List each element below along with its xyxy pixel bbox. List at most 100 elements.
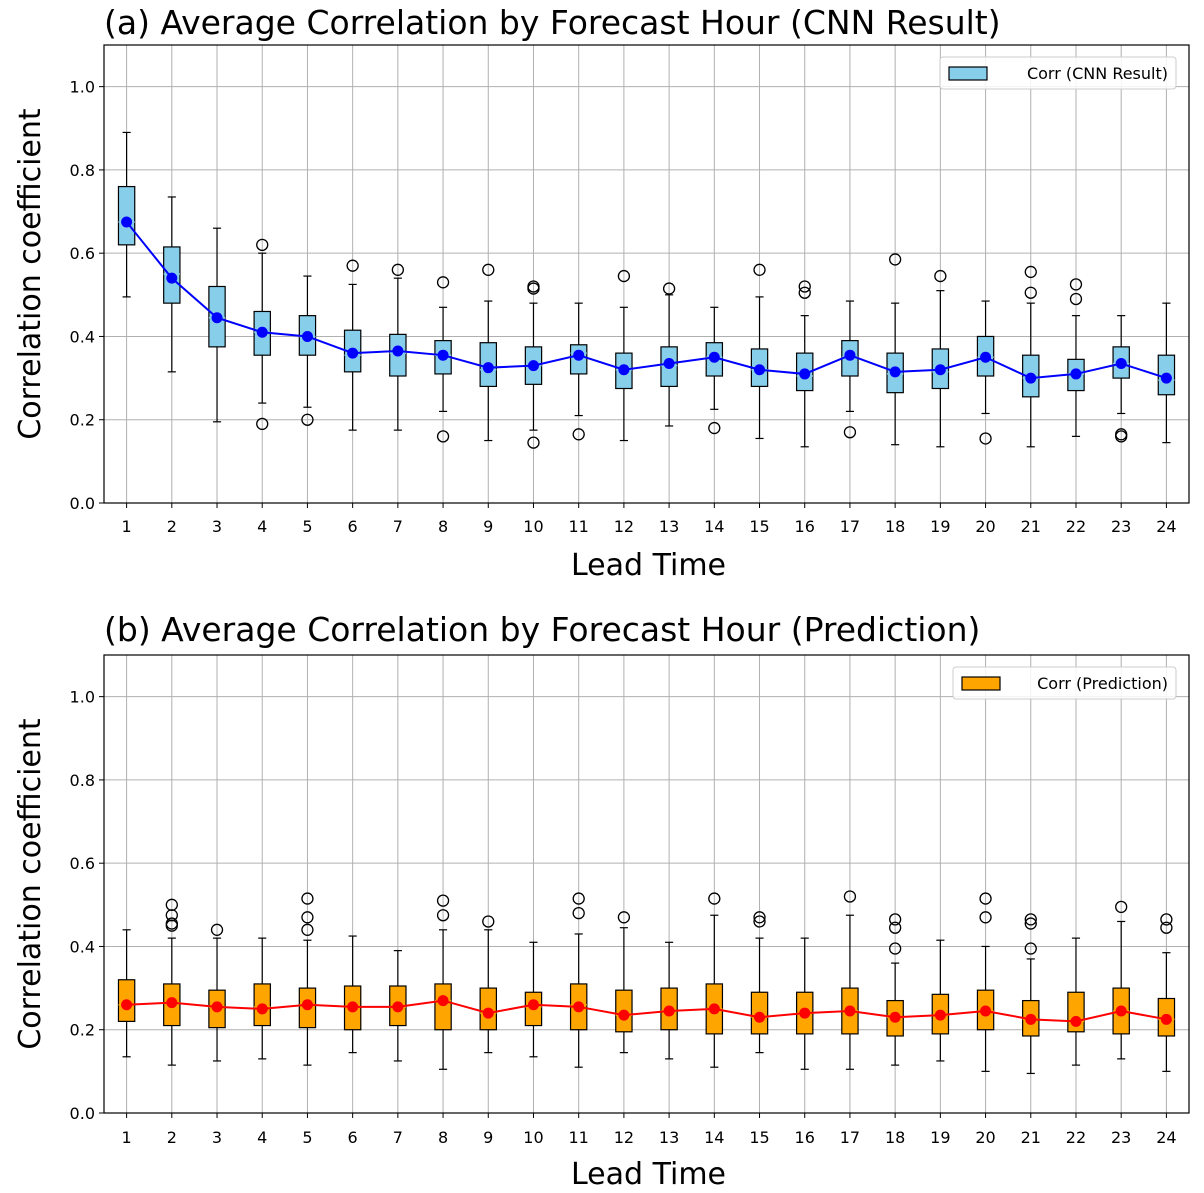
outlier-point <box>436 909 450 922</box>
mean-point <box>663 1005 675 1017</box>
outlier-point <box>1024 286 1037 299</box>
y-tick-label: 0.2 <box>70 1021 95 1040</box>
x-tick-label: 19 <box>930 1128 950 1147</box>
outlier-point <box>1024 265 1037 279</box>
box-iqr <box>117 185 136 246</box>
x-tick-label: 21 <box>1021 1128 1041 1147</box>
mean-point <box>301 330 313 342</box>
x-tick-label: 12 <box>614 1128 634 1147</box>
mean-point <box>121 999 133 1011</box>
legend-frame <box>952 666 1177 700</box>
mean-point <box>708 1003 720 1015</box>
box-plot-lead-17 <box>841 890 859 1070</box>
y-tick-label: 0.6 <box>70 244 95 263</box>
box-plot-lead-23 <box>1112 900 1130 1060</box>
mean-point <box>256 1003 268 1015</box>
mean-point <box>889 366 901 378</box>
outlier-point <box>888 921 902 934</box>
outlier-point <box>346 259 359 272</box>
outlier-point <box>436 276 450 289</box>
x-tick-label: 23 <box>1111 1128 1131 1147</box>
y-tick-label: 1.0 <box>70 78 95 97</box>
x-tick-label: 7 <box>393 1128 403 1147</box>
mean-point <box>437 995 449 1007</box>
outlier-point <box>482 263 495 276</box>
box-plot-lead-3 <box>208 227 226 423</box>
y-tick-label: 0.8 <box>70 161 95 180</box>
mean-point <box>889 1011 901 1023</box>
mean-point <box>708 351 720 363</box>
box-plot-lead-5 <box>298 275 317 426</box>
mean-point <box>301 999 313 1011</box>
mean-point <box>211 1001 223 1013</box>
mean-line <box>126 999 1167 1023</box>
outlier-point <box>617 911 631 924</box>
legend: Corr (Prediction) <box>952 666 1177 700</box>
legend-swatch <box>961 676 1001 691</box>
y-tick-label: 0.4 <box>70 937 95 956</box>
box-plot-lead-15 <box>750 263 769 440</box>
x-tick-label: 5 <box>302 1128 312 1147</box>
box-plot-lead-4 <box>253 937 271 1060</box>
outlier-point <box>301 911 314 924</box>
x-tick-label: 5 <box>302 517 312 536</box>
y-tick-label: 1.0 <box>70 688 95 707</box>
y-tick-label: 0.0 <box>70 494 95 513</box>
mean-point <box>934 364 946 376</box>
outlier-point <box>798 280 811 293</box>
x-tick-label: 19 <box>930 517 950 536</box>
legend-label: Corr (Prediction) <box>1037 674 1168 693</box>
x-tick-label: 12 <box>614 517 634 536</box>
box-plot-lead-12 <box>615 911 633 1054</box>
legend-frame <box>939 56 1177 90</box>
box-plot-lead-13 <box>660 941 678 1060</box>
outlier-point <box>843 426 857 439</box>
x-tick-label: 1 <box>122 1128 132 1147</box>
box-plot-lead-23 <box>1112 315 1130 443</box>
x-tick-label: 4 <box>257 517 267 536</box>
mean-point <box>618 364 630 376</box>
axes-frame <box>103 44 1190 504</box>
mean-point <box>527 999 539 1011</box>
x-tick-label: 22 <box>1066 517 1086 536</box>
x-tick-label: 14 <box>704 1128 724 1147</box>
mean-point <box>573 1001 585 1013</box>
y-tick-label: 0.4 <box>70 327 95 346</box>
x-tick-label: 3 <box>212 1128 222 1147</box>
box-plot-lead-1 <box>117 131 136 298</box>
outlier-point <box>301 892 314 905</box>
x-tick-label: 1 <box>122 517 132 536</box>
x-tick-label: 6 <box>348 517 358 536</box>
y-tick-label: 0.0 <box>70 1104 95 1123</box>
outlier-point <box>572 906 585 920</box>
box-plot-lead-19 <box>931 939 950 1062</box>
box-plot-lead-6 <box>343 935 362 1054</box>
box-plot-lead-22 <box>1067 937 1085 1066</box>
mean-point <box>980 1005 992 1017</box>
chart-title: (a) Average Correlation by Forecast Hour… <box>104 3 1001 42</box>
mean-point <box>121 216 133 228</box>
x-tick-label: 13 <box>659 1128 679 1147</box>
x-tick-label: 15 <box>749 517 769 536</box>
outlier-point <box>165 919 178 932</box>
x-tick-label: 10 <box>523 1128 543 1147</box>
box-plot-lead-6 <box>343 259 362 431</box>
x-axis-label: Lead Time <box>571 548 726 583</box>
x-tick-label: 8 <box>438 1128 448 1147</box>
mean-point <box>1115 1005 1127 1017</box>
mean-point <box>482 362 494 374</box>
outlier-point <box>436 894 450 907</box>
outlier-point <box>1024 942 1037 955</box>
outlier-point <box>888 942 902 955</box>
x-tick-label: 14 <box>704 517 724 536</box>
x-tick-label: 16 <box>795 1128 815 1147</box>
outlier-point <box>979 911 992 924</box>
box-plot-lead-8 <box>434 894 452 1070</box>
outlier-point <box>301 923 314 936</box>
mean-point <box>166 272 178 284</box>
x-tick-label: 17 <box>840 1128 860 1147</box>
outlier-point <box>979 432 992 445</box>
mean-point <box>1025 372 1037 384</box>
box-plot-lead-14 <box>705 892 724 1068</box>
mean-point <box>392 1001 404 1013</box>
